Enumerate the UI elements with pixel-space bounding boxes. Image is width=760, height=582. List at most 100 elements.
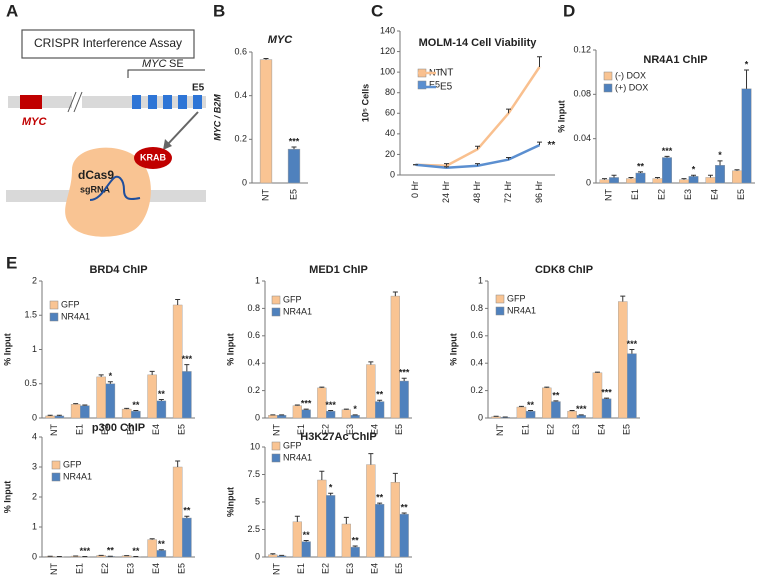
- error-bar: [611, 174, 617, 178]
- bar: [268, 554, 278, 558]
- diagram: CRISPR Interference Assay MYC SE MYC E5 …: [6, 29, 206, 237]
- legend-label: (+) DOX: [615, 82, 648, 92]
- legend-swatch: [51, 460, 61, 470]
- bar: [259, 59, 273, 184]
- bar: [350, 415, 360, 419]
- bar: [287, 148, 301, 184]
- significance: **: [132, 546, 140, 556]
- y-tick-label: 120: [380, 46, 395, 56]
- significance: *: [745, 59, 749, 69]
- bar: [147, 539, 157, 558]
- error-bar: [664, 155, 670, 158]
- y-axis-label: % Input: [448, 333, 458, 366]
- dcas9-label: dCas9: [78, 168, 114, 182]
- arrow: [167, 111, 199, 145]
- error-bar: [691, 174, 697, 177]
- x-tick-label: NT: [49, 563, 59, 575]
- legend-swatch: [271, 453, 281, 463]
- y-tick-label: 2: [32, 275, 37, 285]
- y-axis-label: % Input: [225, 333, 235, 366]
- error-bar: [444, 166, 449, 168]
- x-tick-label: E3: [345, 424, 355, 435]
- x-tick-label: E1: [75, 424, 85, 435]
- error-bar: [537, 141, 542, 146]
- line: [415, 66, 541, 168]
- y-tick-label: 10: [250, 441, 260, 451]
- error-bar: [294, 515, 300, 522]
- enhancer: [193, 95, 202, 109]
- bar: [576, 415, 586, 419]
- y-tick-label: 60: [385, 108, 395, 118]
- error-bar: [263, 58, 269, 60]
- significance: **: [107, 546, 115, 556]
- significance: ***: [301, 398, 312, 408]
- x-tick-label: E5: [622, 424, 632, 435]
- krab-label: KRAB: [140, 152, 166, 162]
- bar: [80, 405, 90, 419]
- legend-swatch: [603, 83, 613, 93]
- y-tick-label: 100: [380, 67, 395, 77]
- bar: [375, 504, 385, 558]
- y-tick-label: 0.2: [234, 134, 247, 144]
- legend-swatch: [495, 294, 505, 304]
- arrow-head: [163, 139, 172, 150]
- break: [73, 91, 83, 113]
- bar: [268, 415, 278, 419]
- x-tick-label: E4: [710, 189, 720, 200]
- dna: [82, 96, 206, 108]
- myc-gene: [20, 95, 42, 109]
- error-bar: [518, 405, 524, 408]
- x-tick-label: 96 Hr: [534, 181, 544, 203]
- error-bar: [594, 371, 600, 373]
- y-tick-label: 0: [255, 551, 260, 561]
- significance: **: [376, 390, 384, 400]
- legend-label: NR4A1: [283, 452, 312, 462]
- bar: [375, 401, 385, 419]
- y-tick-label: 1.5: [24, 310, 37, 320]
- line: [415, 144, 541, 170]
- legend-label: NR4A1: [507, 305, 536, 315]
- error-bar: [377, 502, 383, 505]
- x-tick-label: E1: [520, 424, 530, 435]
- bar: [350, 546, 360, 558]
- bar: [525, 410, 536, 419]
- significance: **: [183, 506, 191, 516]
- x-tick-label: E4: [151, 424, 161, 435]
- x-tick-label: E4: [370, 563, 380, 574]
- error-bar: [158, 549, 164, 551]
- error-bar: [270, 553, 276, 555]
- bar: [131, 410, 141, 419]
- y-tick-label: 0.2: [470, 385, 483, 395]
- legend-label: NR4A1: [63, 471, 92, 481]
- error-bar: [73, 403, 79, 405]
- error-bar: [506, 157, 511, 160]
- y-tick-label: 0.6: [247, 330, 260, 340]
- y-tick-label: 0.04: [573, 133, 591, 143]
- y-tick-label: 2.5: [247, 524, 260, 534]
- legend-label: GFP: [61, 299, 80, 309]
- significance: **: [352, 535, 360, 545]
- y-tick-label: 0.8: [247, 303, 260, 313]
- error-bar: [303, 408, 309, 410]
- chart-title: MED1 ChIP: [309, 264, 368, 276]
- bar: [156, 550, 167, 558]
- error-bar: [392, 291, 398, 297]
- enhancer: [163, 95, 172, 109]
- bar: [627, 353, 637, 419]
- chart-title: H3K27Ac ChIP: [300, 431, 376, 443]
- y-tick-label: 1: [32, 344, 37, 354]
- error-bar: [368, 453, 374, 465]
- legend-label: NR4A1: [283, 306, 312, 316]
- x-tick-label: NT: [260, 189, 270, 201]
- bar: [635, 172, 646, 184]
- error-bar: [401, 377, 407, 382]
- panel-label: A: [6, 1, 18, 20]
- legend-swatch: [603, 71, 613, 81]
- error-bar: [620, 295, 626, 302]
- x-tick-label: E5: [736, 189, 746, 200]
- y-axis-label: % Input: [2, 481, 12, 514]
- error-bar: [294, 404, 300, 406]
- chart-title: MYC: [268, 34, 294, 46]
- y-tick-label: 0: [586, 177, 591, 187]
- error-bar: [707, 174, 713, 178]
